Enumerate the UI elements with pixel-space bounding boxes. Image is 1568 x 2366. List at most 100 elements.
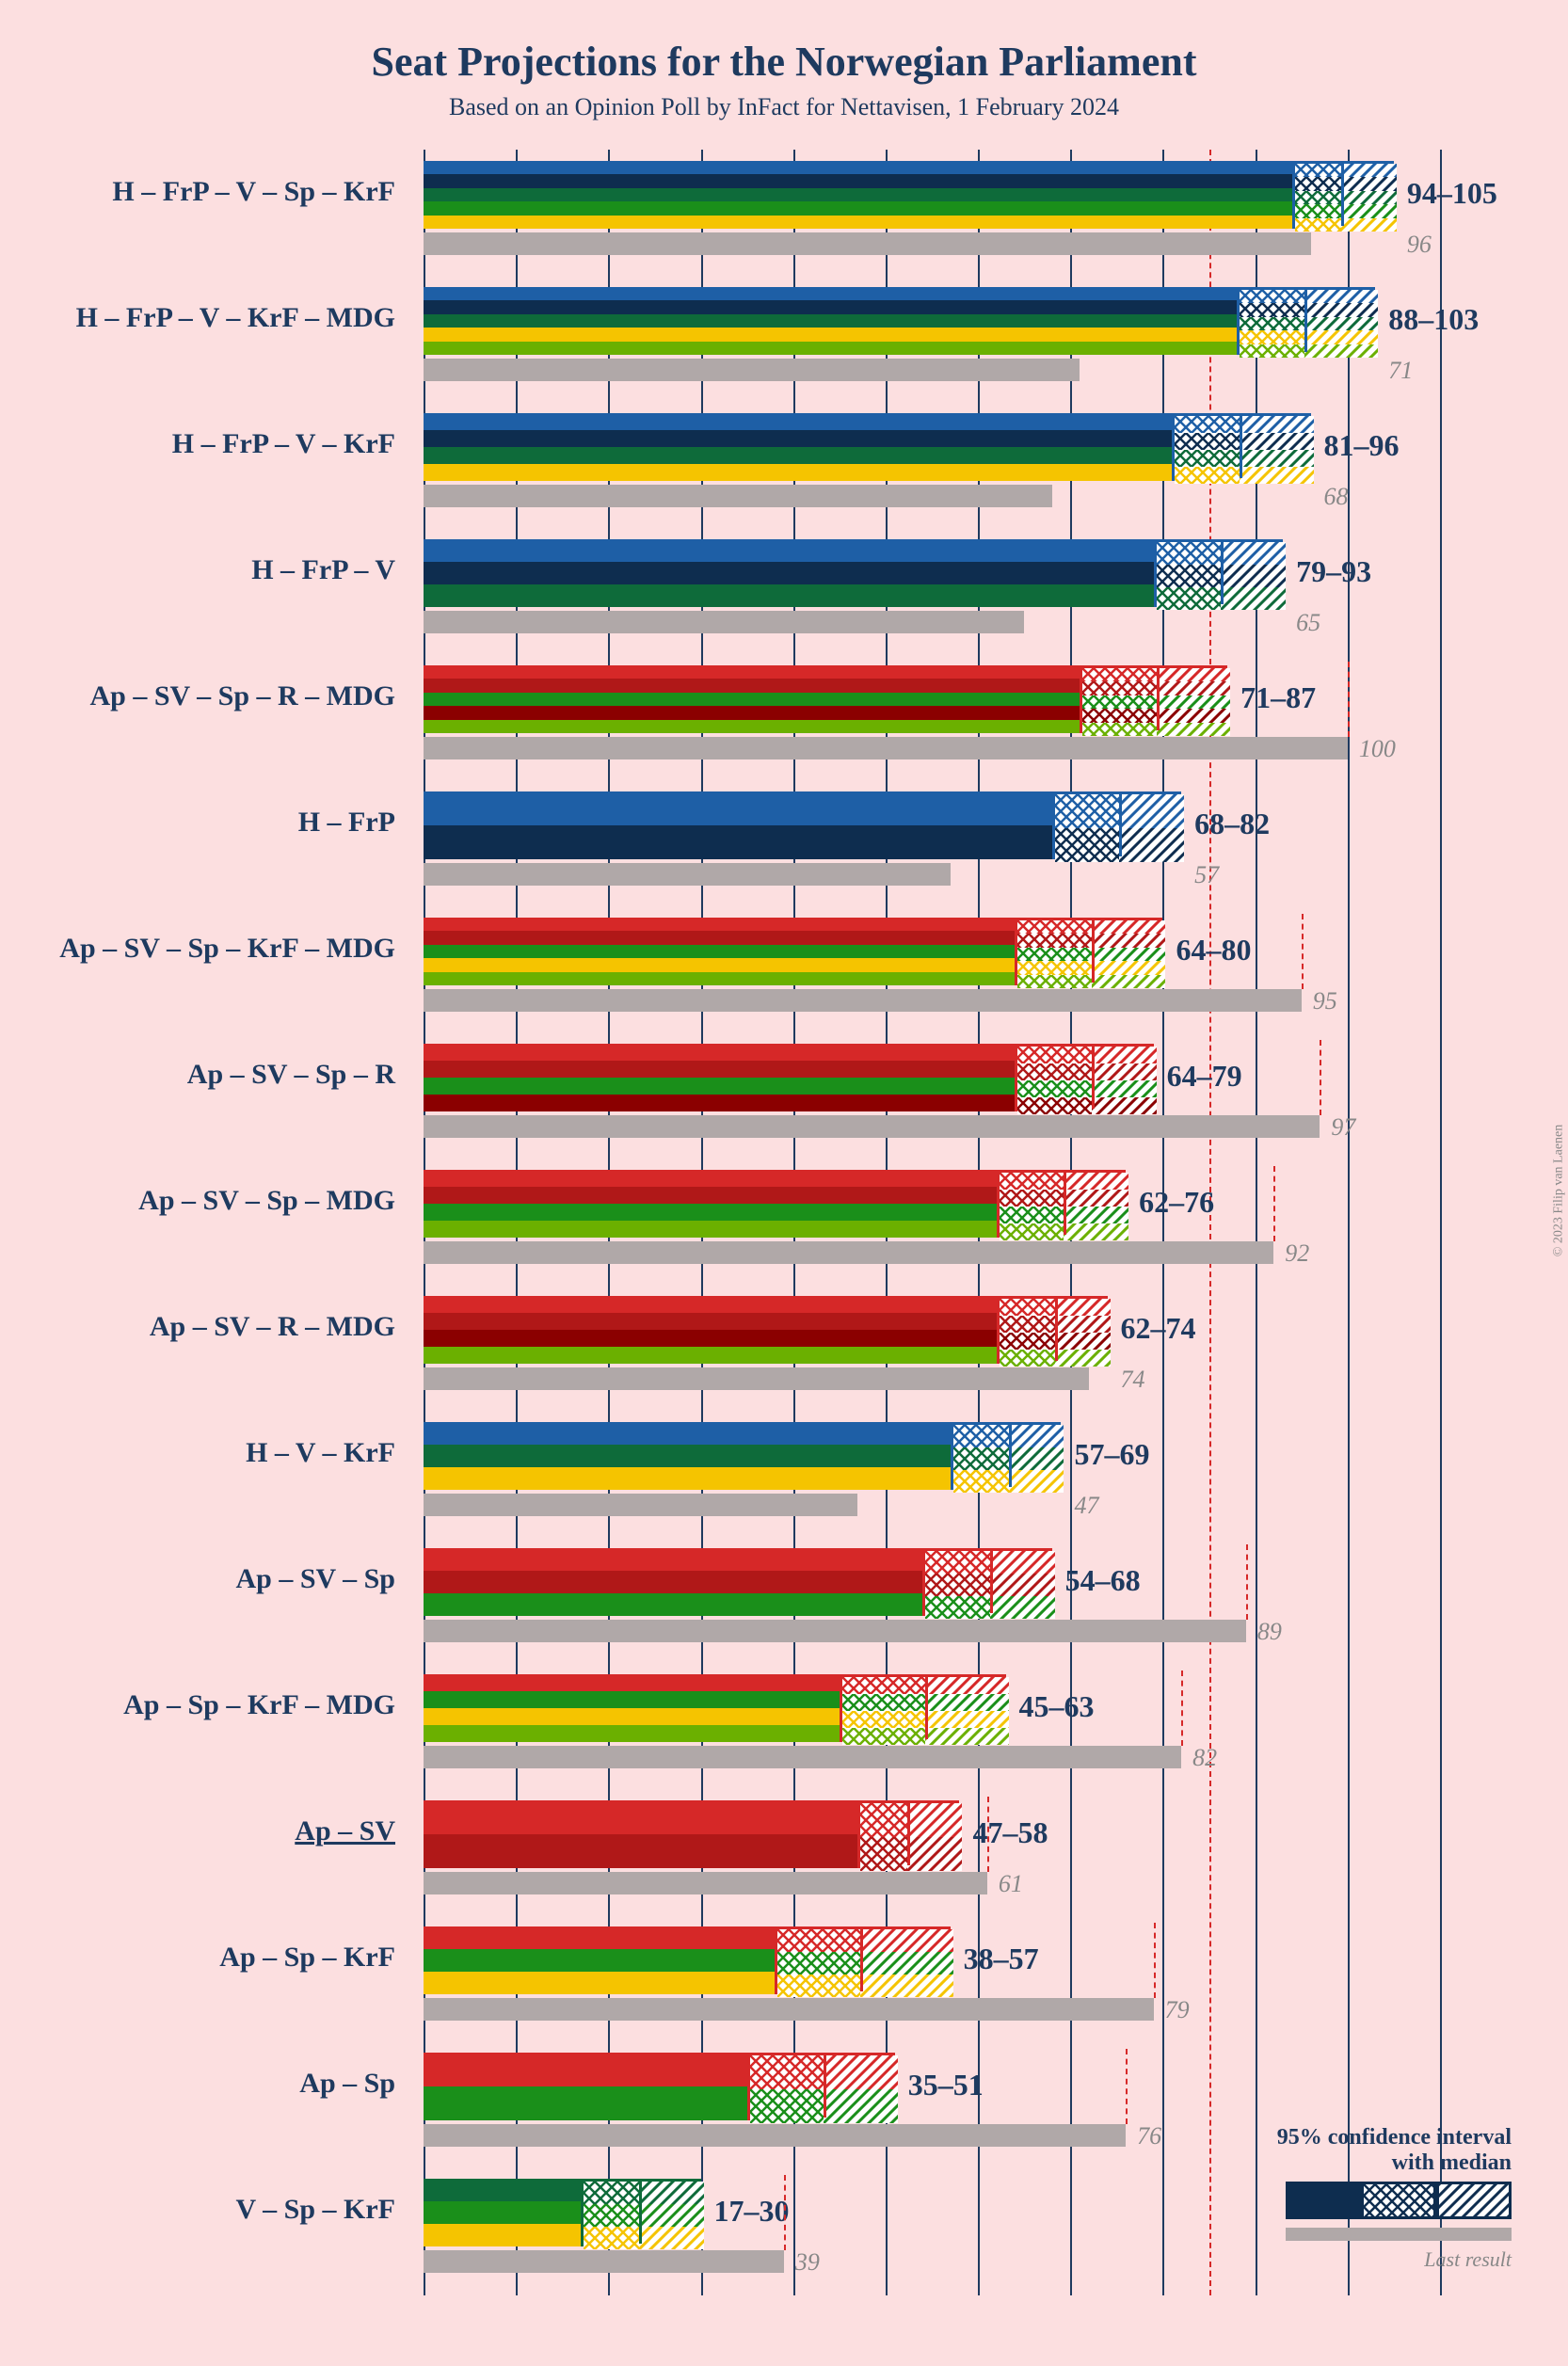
coalition-label: Ap – Sp – KrF – MDG <box>123 1689 395 1721</box>
ci-low-stripe <box>1240 317 1304 330</box>
ci-low-stripe <box>777 1929 860 1952</box>
ci-high-stripe <box>1009 1447 1064 1470</box>
bar-stripe <box>424 342 1237 355</box>
bar-stripe <box>424 1078 1015 1095</box>
bar-solid <box>424 539 1154 607</box>
ci-high-stripe <box>1092 1063 1157 1080</box>
coalition-label: V – Sp – KrF <box>236 2194 395 2226</box>
range-label: 71–87 <box>1240 680 1316 715</box>
bar-stripe <box>424 1926 775 1949</box>
bar-stripe <box>424 430 1172 447</box>
last-result-bar <box>424 232 1311 255</box>
ci-low-stripe <box>777 1952 860 1974</box>
coalition-label: Ap – SV – Sp – R – MDG <box>89 680 395 712</box>
ci-low-stripe <box>842 1694 925 1711</box>
coalition-label: Ap – SV – Sp – KrF – MDG <box>59 933 395 965</box>
ci-low-stripe <box>1017 934 1092 947</box>
coalition-label: H – FrP – V – KrF – MDG <box>76 302 395 334</box>
last-result-tick <box>1181 1671 1183 1746</box>
ci-low-stripe <box>953 1470 1009 1493</box>
ci-high-stripe <box>925 1728 1008 1745</box>
ci-low-stripe <box>1017 1080 1092 1097</box>
confidence-interval <box>1172 413 1310 481</box>
bar-stripe <box>424 328 1237 341</box>
bar-stripe <box>424 1571 922 1593</box>
last-result-label: 96 <box>1407 231 1432 259</box>
bar-stripe <box>424 300 1237 313</box>
ci-low-stripe <box>584 2182 639 2204</box>
coalition-label: H – V – KrF <box>246 1437 395 1469</box>
last-result-label: 82 <box>1192 1744 1217 1772</box>
confidence-interval <box>747 2053 895 2120</box>
bar-stripe <box>424 216 1292 229</box>
range-label: 88–103 <box>1388 302 1479 337</box>
confidence-interval <box>840 1674 1006 1742</box>
ci-high-stripe <box>990 1551 1055 1574</box>
bar-stripe <box>424 791 1052 825</box>
range-label: 38–57 <box>964 1942 1039 1976</box>
bar-stripe <box>424 1834 857 1868</box>
ci-low-stripe <box>925 1551 990 1574</box>
last-result-bar <box>424 485 1052 507</box>
ci-high-stripe <box>824 2055 898 2089</box>
bar-stripe <box>424 1691 840 1708</box>
confidence-interval <box>1015 1044 1153 1111</box>
legend-last-swatch <box>1286 2228 1512 2241</box>
coalition-label: H – FrP – V – Sp – KrF <box>112 176 395 208</box>
last-result-label: 95 <box>1313 987 1337 1015</box>
bar-solid <box>424 2053 747 2120</box>
bar-solid <box>424 2179 581 2246</box>
bar-stripe <box>424 2086 747 2120</box>
ci-high-stripe <box>1055 1333 1111 1350</box>
bar-stripe <box>424 945 1015 958</box>
range-label: 64–80 <box>1176 933 1251 967</box>
ci-high-stripe <box>1240 416 1314 433</box>
bar-stripe <box>424 1204 997 1221</box>
last-result-label: 74 <box>1121 1366 1145 1394</box>
bar-stripe <box>424 1972 775 1994</box>
ci-high-stripe <box>1304 290 1379 303</box>
legend-ci-swatch <box>1286 2182 1512 2219</box>
confidence-interval <box>951 1422 1062 1490</box>
bar-stripe <box>424 2179 581 2201</box>
ci-high-stripe <box>1157 723 1231 736</box>
bar-stripe <box>424 1674 840 1691</box>
coalition-row: H – FrP – V79–9365 <box>424 528 1459 654</box>
chart-title: Seat Projections for the Norwegian Parli… <box>0 0 1568 86</box>
ci-high-stripe <box>1092 1097 1157 1114</box>
last-result-label: 71 <box>1388 357 1413 385</box>
last-result-bar <box>424 2250 784 2273</box>
ci-high-stripe <box>1092 1080 1157 1097</box>
median-line <box>824 2055 826 2118</box>
last-result-label: 89 <box>1257 1618 1282 1646</box>
coalition-label: H – FrP – V <box>251 554 395 586</box>
coalition-label: H – FrP – V – KrF <box>172 428 395 460</box>
ci-low-stripe <box>1000 1190 1064 1207</box>
confidence-interval <box>857 1800 959 1868</box>
range-label: 68–82 <box>1194 807 1270 841</box>
last-result-bar <box>424 1620 1246 1642</box>
bar-stripe <box>424 1313 997 1330</box>
confidence-interval <box>1052 791 1181 859</box>
ci-low-stripe <box>1295 204 1341 217</box>
legend-ci-label-2: with median <box>1277 2150 1512 2176</box>
ci-high-stripe <box>1304 330 1379 344</box>
bar-stripe <box>424 1949 775 1972</box>
last-result-tick <box>1320 1040 1321 1115</box>
bar-stripe <box>424 720 1080 733</box>
ci-high-stripe <box>860 1974 952 1997</box>
ci-low-stripe <box>1175 433 1240 450</box>
range-label: 17–30 <box>714 2194 790 2229</box>
last-result-bar <box>424 359 1080 381</box>
coalition-label: Ap – Sp <box>299 2068 395 2100</box>
bar-stripe <box>424 1061 1015 1078</box>
last-result-bar <box>424 1115 1320 1138</box>
last-result-tick <box>1126 2049 1128 2124</box>
ci-high-stripe <box>1064 1223 1128 1240</box>
bar-stripe <box>424 1725 840 1742</box>
ci-low-stripe <box>1240 330 1304 344</box>
ci-low-stripe <box>842 1711 925 1728</box>
bar-stripe <box>424 918 1015 931</box>
coalition-row: Ap – SV47–5861 <box>424 1789 1459 1915</box>
coalition-label: Ap – SV – R – MDG <box>150 1311 395 1343</box>
